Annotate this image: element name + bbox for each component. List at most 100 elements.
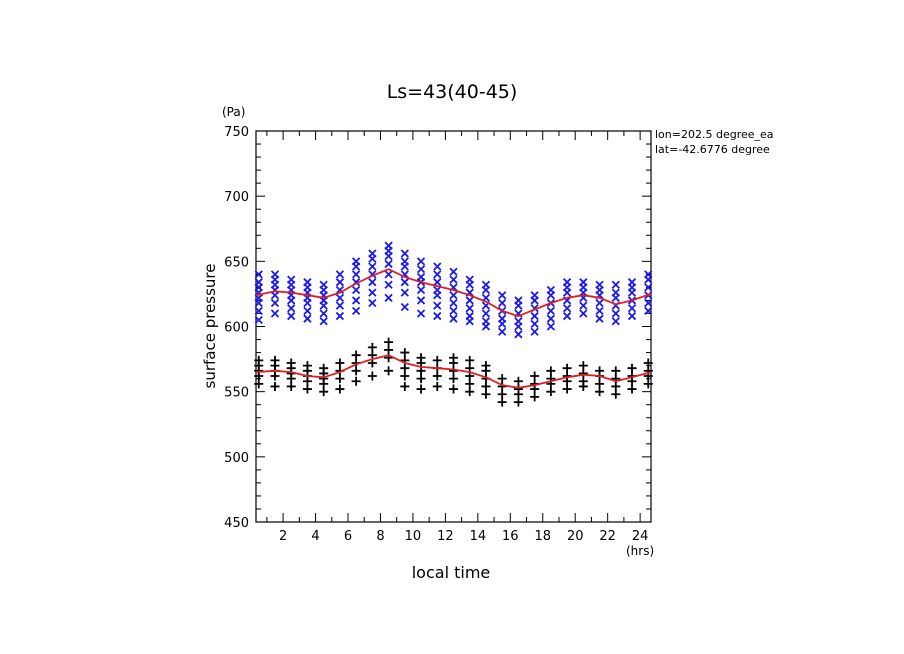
plus-marker-point bbox=[578, 376, 588, 386]
plus-marker-point bbox=[416, 374, 426, 384]
x-marker-point bbox=[579, 278, 588, 287]
x-marker-point bbox=[498, 298, 507, 308]
lon-annotation: lon=202.5 degree_ea bbox=[655, 128, 774, 141]
x-marker-point bbox=[514, 330, 523, 339]
plot-frame bbox=[255, 130, 652, 523]
x-marker-point bbox=[433, 301, 442, 310]
x-marker-point bbox=[384, 280, 393, 289]
x-marker-point bbox=[400, 249, 409, 258]
x-marker-point bbox=[449, 275, 458, 284]
x-marker-point bbox=[351, 296, 361, 305]
plus-marker-point bbox=[270, 381, 280, 391]
plus-marker-point bbox=[497, 397, 507, 407]
x-marker-point bbox=[384, 293, 393, 302]
x-marker-point bbox=[400, 257, 409, 266]
x-marker-point bbox=[465, 296, 474, 305]
y-tick-label: 550 bbox=[224, 386, 249, 401]
plus-marker-point bbox=[302, 361, 312, 371]
x-marker-point bbox=[433, 311, 442, 321]
plus-marker-point bbox=[302, 384, 312, 394]
plus-marker-point bbox=[319, 363, 329, 373]
x-marker-point bbox=[287, 311, 296, 321]
x-marker-point bbox=[384, 270, 393, 279]
x-marker-point bbox=[335, 278, 345, 287]
x-marker-point bbox=[351, 270, 361, 279]
x-marker-point bbox=[562, 311, 572, 321]
x-axis-label: local time bbox=[412, 563, 491, 582]
x-marker-point bbox=[351, 257, 361, 266]
y-tick-label: 650 bbox=[224, 255, 249, 270]
x-marker-point bbox=[303, 314, 312, 323]
x-marker-point bbox=[335, 301, 345, 310]
x-marker-point bbox=[287, 275, 296, 284]
mean-line-upper bbox=[255, 268, 652, 318]
plus-marker-point bbox=[270, 355, 280, 365]
plus-marker-point bbox=[481, 389, 491, 399]
plus-marker-point bbox=[286, 358, 296, 368]
x-marker-point bbox=[416, 272, 426, 282]
plus-marker-point bbox=[562, 384, 572, 394]
chart-title: Ls=43(40-45) bbox=[387, 81, 518, 103]
plus-marker-point bbox=[400, 371, 410, 381]
x-marker-point bbox=[368, 249, 377, 258]
x-marker-point bbox=[611, 280, 620, 289]
x-marker-point bbox=[303, 278, 312, 287]
x-marker-point bbox=[595, 280, 604, 289]
y-tick-label: 750 bbox=[224, 125, 249, 140]
plus-marker-point bbox=[351, 376, 361, 386]
plus-marker-point bbox=[595, 366, 605, 376]
plus-marker-point bbox=[449, 374, 458, 384]
plus-marker-point bbox=[530, 392, 540, 402]
lat-annotation: lat=-42.6776 degree bbox=[655, 143, 770, 156]
plus-marker-point bbox=[400, 348, 410, 358]
x-tick-label: 6 bbox=[344, 529, 352, 544]
plus-marker-point bbox=[578, 368, 588, 378]
x-marker-point bbox=[368, 262, 377, 271]
x-marker-point bbox=[546, 306, 556, 315]
x-marker-point bbox=[595, 306, 604, 315]
y-tick-label: 450 bbox=[224, 516, 249, 531]
plus-marker-point bbox=[319, 387, 329, 397]
x-tick-label: 20 bbox=[567, 529, 584, 544]
plus-marker-point bbox=[481, 381, 491, 391]
x-marker-point bbox=[254, 278, 263, 287]
x-tick-label: 16 bbox=[502, 529, 519, 544]
y-unit-label: (Pa) bbox=[222, 105, 245, 119]
x-marker-point bbox=[530, 311, 539, 321]
plus-marker-point bbox=[627, 384, 637, 394]
x-marker-point bbox=[416, 285, 426, 295]
plus-marker-point bbox=[513, 376, 523, 386]
plus-marker-point bbox=[546, 366, 556, 376]
x-marker-point bbox=[254, 315, 263, 325]
x-marker-point bbox=[530, 291, 539, 300]
x-marker-point bbox=[416, 296, 426, 305]
plus-marker-point bbox=[335, 358, 345, 368]
x-marker-point bbox=[368, 288, 377, 297]
plus-marker-point bbox=[400, 363, 410, 373]
plus-marker-point bbox=[513, 397, 523, 407]
plus-marker-point bbox=[595, 387, 605, 397]
plus-marker-point bbox=[449, 353, 458, 363]
x-marker-point bbox=[449, 298, 458, 308]
x-marker-point bbox=[481, 317, 491, 326]
plus-marker-point bbox=[254, 379, 264, 389]
x-marker-point bbox=[465, 311, 474, 321]
x-marker-point bbox=[368, 298, 377, 308]
x-marker-point bbox=[546, 314, 556, 323]
x-marker-point bbox=[254, 270, 263, 279]
plus-marker-point bbox=[367, 350, 377, 360]
x-marker-point bbox=[579, 309, 588, 318]
x-marker-point bbox=[319, 317, 328, 326]
plus-marker-point bbox=[400, 381, 410, 391]
plus-marker-point bbox=[465, 387, 475, 397]
x-marker-point bbox=[400, 278, 409, 287]
y-tick-label: 500 bbox=[224, 451, 249, 466]
x-marker-point bbox=[530, 327, 539, 336]
plus-marker-point bbox=[611, 366, 621, 376]
x-marker-point bbox=[416, 309, 426, 318]
x-marker-point bbox=[287, 304, 296, 313]
plus-marker-point bbox=[546, 387, 556, 397]
plus-marker-point bbox=[416, 366, 426, 376]
x-marker-point bbox=[384, 241, 393, 250]
plus-marker-point bbox=[432, 381, 442, 391]
